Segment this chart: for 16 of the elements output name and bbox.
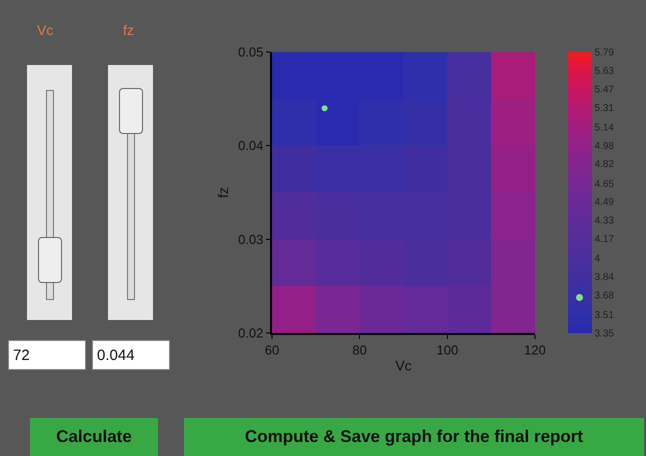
text: fz — [123, 22, 134, 38]
y-tick-label: 0.03 — [238, 232, 264, 247]
text: 72 — [8, 340, 86, 370]
y-axis-title: fz — [215, 187, 232, 198]
y-tick-label: 0.05 — [238, 44, 264, 60]
x-tick-label: 60 — [264, 342, 280, 358]
y-tick-label: 0.04 — [238, 138, 264, 154]
text: Compute & Save graph for the final report — [184, 418, 644, 456]
x-axis-title: Vc — [395, 357, 412, 374]
x-tick-label: 100 — [436, 342, 458, 358]
text: Vc — [37, 22, 54, 38]
text: 0.044 — [92, 340, 170, 370]
x-tick-label: 120 — [524, 342, 546, 358]
text: Calculate — [30, 418, 158, 456]
x-tick-label: 80 — [352, 342, 367, 358]
y-tick-label: 0.02 — [238, 326, 264, 341]
